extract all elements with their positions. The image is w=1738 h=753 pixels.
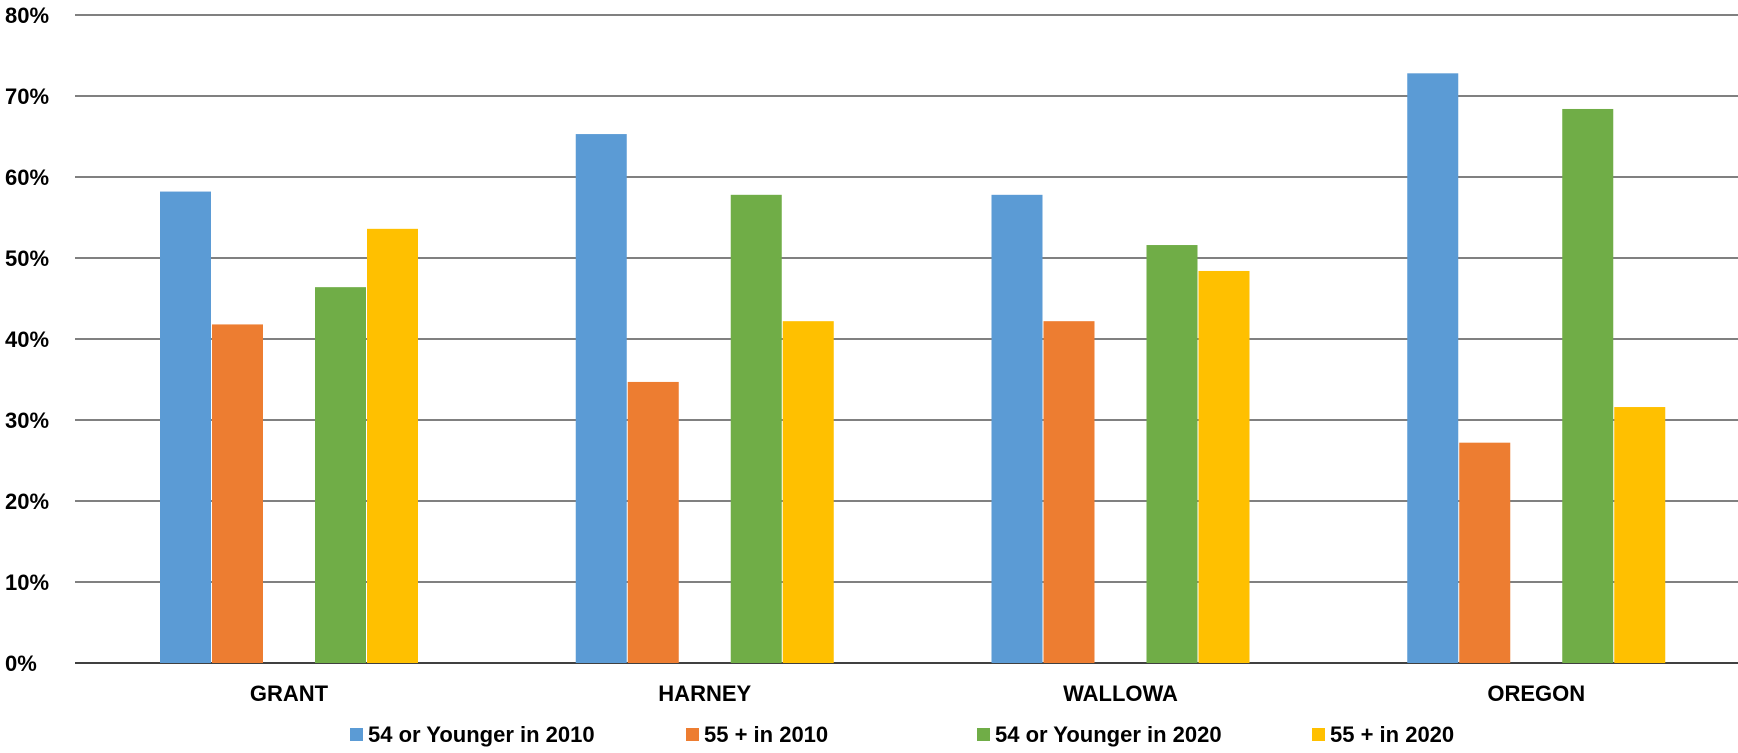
bar xyxy=(991,194,1043,663)
x-tick-label: HARNEY xyxy=(658,681,751,706)
y-tick-label: 60% xyxy=(5,165,49,190)
legend-label: 54 or Younger in 2010 xyxy=(368,722,595,747)
legend-item: 55 + in 2010 xyxy=(686,722,828,747)
x-axis-category-labels: GRANT HARNEY WALLOWA OREGON xyxy=(250,681,1585,706)
y-tick-label: 0% xyxy=(5,651,37,676)
legend-swatch xyxy=(686,728,699,741)
x-tick-label: OREGON xyxy=(1487,681,1585,706)
y-tick-label: 70% xyxy=(5,84,49,109)
bar xyxy=(212,324,263,663)
legend-swatch xyxy=(977,728,990,741)
bar xyxy=(160,191,211,663)
bars xyxy=(160,73,1666,664)
y-tick-label: 40% xyxy=(5,327,49,352)
bar xyxy=(730,194,782,663)
bar xyxy=(627,381,679,663)
x-tick-label: GRANT xyxy=(250,681,329,706)
bar xyxy=(1562,108,1614,663)
y-tick-label: 20% xyxy=(5,489,49,514)
bar xyxy=(1043,321,1095,663)
bar xyxy=(367,228,418,663)
bar xyxy=(1614,407,1666,663)
bar xyxy=(1407,73,1459,663)
legend-item: 54 or Younger in 2010 xyxy=(350,722,595,747)
legend-label: 55 + in 2010 xyxy=(704,722,828,747)
legend-item: 54 or Younger in 2020 xyxy=(977,722,1222,747)
legend-swatch xyxy=(350,728,363,741)
legend-item: 55 + in 2020 xyxy=(1312,722,1454,747)
bar xyxy=(315,287,366,663)
y-axis-tick-labels: 0% 10% 20% 30% 40% 50% 60% 70% 80% xyxy=(5,3,49,676)
y-tick-label: 30% xyxy=(5,408,49,433)
x-tick-label: WALLOWA xyxy=(1063,681,1178,706)
legend: 54 or Younger in 2010 55 + in 2010 54 or Y… xyxy=(350,722,1454,747)
legend-label: 54 or Younger in 2020 xyxy=(995,722,1222,747)
legend-label: 55 + in 2020 xyxy=(1330,722,1454,747)
bar xyxy=(782,321,834,663)
bar xyxy=(1198,270,1250,663)
y-tick-label: 80% xyxy=(5,3,49,28)
y-tick-label: 50% xyxy=(5,246,49,271)
bar xyxy=(1146,245,1198,664)
y-tick-label: 10% xyxy=(5,570,49,595)
bar xyxy=(575,134,627,663)
legend-swatch xyxy=(1312,728,1325,741)
bar xyxy=(1459,442,1511,663)
